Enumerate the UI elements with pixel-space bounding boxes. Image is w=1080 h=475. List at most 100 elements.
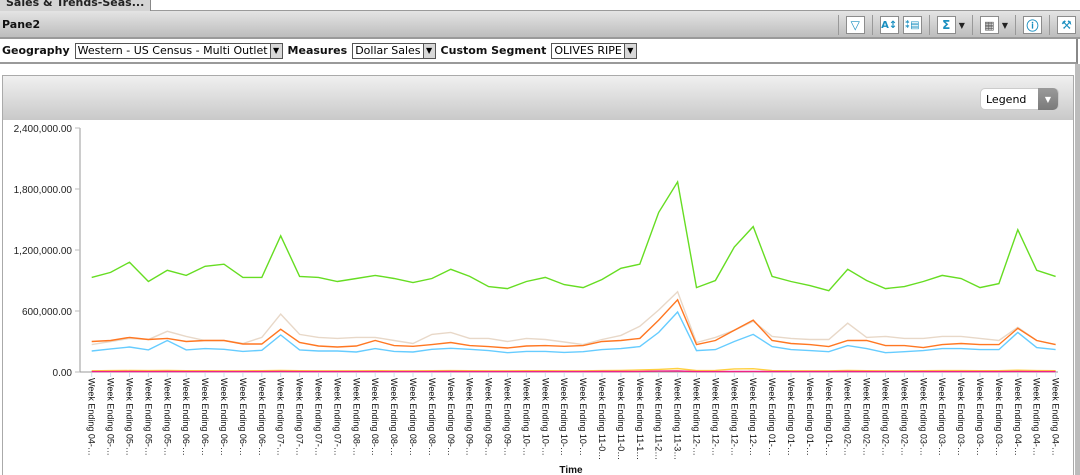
legend-dropdown-label: Legend [986,92,1027,106]
measures-select[interactable]: Dollar Sales ▼ [352,42,436,59]
x-tick-label: Week Ending 12-… [710,378,720,456]
x-tick-label: Week Ending 06-… [219,378,229,456]
chart-type-icon[interactable]: ▦ [979,16,999,34]
geography-select[interactable]: Western - US Census - Multi Outlet ▼ [74,42,283,59]
toolbar-divider [871,15,873,35]
x-tick-label: Week Ending 11-0… [597,378,607,460]
x-tick-label: Week Ending 11-2… [654,378,664,460]
x-tick-label: Week Ending 04-… [1032,378,1042,456]
measures-value: Dollar Sales [355,44,421,57]
legend-dropdown[interactable]: Legend ▼ [980,88,1059,110]
x-tick-label: Week Ending 07-… [332,378,342,456]
chevron-down-icon[interactable]: ▼ [269,43,282,58]
x-tick-label: Week Ending 02-… [899,378,909,456]
chevron-down-icon[interactable]: ▼ [422,43,435,58]
series-line-2 [91,298,1056,349]
series-line-3 [91,310,1056,354]
x-tick-label: Week Ending 06-… [200,378,210,456]
x-tick-label: Week Ending 05-… [106,378,116,456]
x-tick-label: Week Ending 01-… [786,378,796,456]
x-tick-label: Week Ending 02-… [881,378,891,456]
filter-icon[interactable]: ▽ [845,16,865,34]
toolbar: ▽ A↕ ⁑▤ Σ ▼ ▦ ▼ ⓘ ⚒ [835,15,1076,35]
x-tick-label: Week Ending 08-… [351,378,361,456]
sum-icon[interactable]: Σ [936,16,956,34]
sort-icon[interactable]: A↕ [879,16,899,34]
x-tick-label: Week Ending 03-… [956,378,966,456]
chart-panel-header [3,76,1073,120]
custom-segment-select[interactable]: OLIVES RIPE ▼ [551,42,637,59]
measures-label: Measures [287,44,348,57]
x-tick-label: Week Ending 08-… [389,378,399,456]
toolbar-divider [971,15,973,35]
x-tick-label: Week Ending 06-… [181,378,191,456]
tools-icon[interactable]: ⚒ [1057,16,1076,34]
toolbar-divider [1049,15,1050,35]
toolbar-divider [928,15,930,35]
y-tick-label: 1,200,000.00 [14,246,73,257]
info-icon[interactable]: ⓘ [1023,16,1042,34]
x-tick-label: Week Ending 09-… [446,378,456,456]
x-tick-label: Week Ending 12-… [748,378,758,456]
x-tick-label: Week Ending 08-… [408,378,418,456]
tab-sales-trends[interactable]: Sales & Trends-Seas... [0,0,152,11]
pane-title: Pane2 [2,18,41,31]
toolbar-divider [837,15,839,35]
geography-value: Western - US Census - Multi Outlet [77,44,268,57]
x-tick-label: Week Ending 03-… [994,378,1004,456]
x-tick-label: Week Ending 07-… [295,378,305,456]
x-tick-label: Week Ending 07-… [276,378,286,456]
x-tick-label: Week Ending 04-… [1051,378,1061,456]
series-line-5 [91,370,1056,373]
x-tick-label: Week Ending 05-… [143,378,153,456]
x-tick-label: Week Ending 03-… [937,378,947,456]
x-tick-label: Week Ending 01-… [767,378,777,456]
x-axis-title: Time [559,465,583,475]
y-tick-label: 0.00 [53,368,73,379]
x-tick-label: Week Ending 11-1… [635,378,645,460]
sum-dropdown-caret-icon[interactable]: ▼ [958,20,965,30]
geography-label: Geography [2,44,70,57]
x-tick-label: Week Ending 03-… [975,378,985,456]
custom-segment-value: OLIVES RIPE [554,44,622,57]
x-tick-label: Week Ending 04-… [1013,378,1023,456]
x-tick-label: Week Ending 12-… [729,378,739,456]
toolbar-divider [1015,15,1016,35]
x-tick-label: Week Ending 01-… [824,378,834,456]
series-line-4 [91,367,1056,372]
x-tick-label: Week Ending 11-0… [616,378,626,460]
x-tick-label: Week Ending 08-… [427,378,437,456]
x-tick-label: Week Ending 10-… [559,378,569,456]
chevron-down-icon[interactable]: ▼ [623,43,636,58]
chart-panel: Legend ▼ [2,75,1074,475]
x-tick-label: Week Ending 10-… [540,378,550,456]
x-tick-label: Week Ending 09-… [503,378,513,456]
x-tick-label: Week Ending 02-… [843,378,853,456]
scrollbar[interactable] [1075,64,1080,475]
pane-header: Pane2 ▽ A↕ ⁑▤ Σ ▼ ▦ ▼ ⓘ ⚒ [0,11,1080,39]
x-tick-label: Week Ending 06-… [238,378,248,456]
x-tick-label: Week Ending 10-… [521,378,531,456]
x-tick-label: Week Ending 12-… [692,378,702,456]
filter-bar: Geography Western - US Census - Multi Ou… [0,39,1078,64]
x-tick-label: Week Ending 09-… [465,378,475,456]
column-select-icon[interactable]: ⁑▤ [902,16,922,34]
x-tick-label: Week Ending 06-… [257,378,267,456]
chart-type-caret-icon[interactable]: ▼ [1001,20,1008,30]
custom-segment-label: Custom Segment [440,44,547,57]
chevron-down-icon[interactable]: ▼ [1038,88,1058,110]
tab-bar: Sales & Trends-Seas... [0,0,1080,11]
x-tick-label: Week Ending 08-… [370,378,380,456]
x-tick-label: Week Ending 05-… [162,378,172,456]
x-tick-label: Week Ending 05-… [125,378,135,456]
x-tick-label: Week Ending 04-… [87,378,97,456]
x-tick-label: Week Ending 03-… [918,378,928,456]
x-tick-label: Week Ending 01-… [805,378,815,456]
y-tick-label: 1,800,000.00 [14,185,73,196]
x-tick-label: Week Ending 10-… [578,378,588,456]
y-tick-label: 2,400,000.00 [14,124,73,135]
series-line-1 [91,290,1056,346]
y-tick-label: 600,000.00 [22,307,72,318]
x-tick-label: Week Ending 02-… [862,378,872,456]
